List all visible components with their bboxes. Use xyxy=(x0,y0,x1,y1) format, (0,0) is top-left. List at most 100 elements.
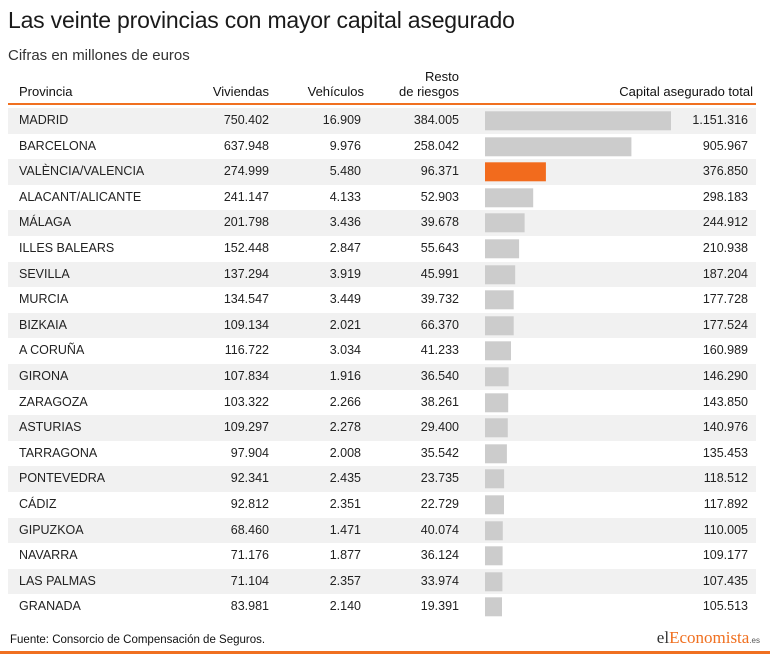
cell-viviendas: 92.341 xyxy=(230,471,269,486)
cell-total: 1.151.316 xyxy=(692,113,748,127)
footer-rule xyxy=(0,651,770,654)
cell-vehiculos: 2.140 xyxy=(329,599,361,614)
cell-provincia: VALÈNCIA/VALENCIA xyxy=(19,164,145,179)
table-header: Provincia Viviendas Vehículos Resto de r… xyxy=(8,69,756,105)
cell-vehiculos: 3.436 xyxy=(329,215,361,230)
bar-track xyxy=(485,469,505,489)
cell-provincia: GIPUZKOA xyxy=(19,522,84,537)
table-row: TARRAGONA 97.904 2.008 35.542 135.453 xyxy=(8,441,756,467)
header-vehiculos: Vehículos xyxy=(307,84,364,99)
table-row: ILLES BALEARS 152.448 2.847 55.643 210.938 xyxy=(8,236,756,262)
bar-total-11 xyxy=(485,392,509,412)
bar-total-9 xyxy=(485,341,511,361)
cell-provincia: ASTURIAS xyxy=(19,420,82,435)
cell-viviendas: 201.798 xyxy=(223,215,269,230)
header-provincia: Provincia xyxy=(19,84,73,99)
cell-total: 117.892 xyxy=(703,496,748,511)
cell-provincia: ZARAGOZA xyxy=(19,394,88,409)
table-row: VALÈNCIA/VALENCIA 274.999 5.480 96.371 376.8… xyxy=(8,159,756,185)
cell-total: 210.938 xyxy=(702,240,748,255)
cell-vehiculos: 1.471 xyxy=(329,522,361,537)
cell-resto: 384.005 xyxy=(413,113,459,127)
chart-title: Las veinte provincias con mayor capital … xyxy=(8,7,515,33)
cell-provincia: LAS PALMAS xyxy=(19,573,96,588)
cell-resto: 45.991 xyxy=(420,266,459,281)
bar-total-7 xyxy=(485,290,514,310)
cell-viviendas: 109.134 xyxy=(223,317,269,332)
table-row: BIZKAIA 109.134 2.021 66.370 177.524 xyxy=(8,312,756,339)
cell-total: 905.967 xyxy=(702,138,748,153)
bar-total-18 xyxy=(485,571,503,591)
cell-vehiculos: 2.266 xyxy=(329,394,361,409)
table-row: BARCELONA 637.948 9.976 258.042 905.967 xyxy=(8,134,756,160)
bar-track xyxy=(485,444,507,464)
bar-track xyxy=(485,597,502,617)
bar-total-10 xyxy=(485,367,509,387)
bar-total-3 xyxy=(485,188,534,208)
cell-viviendas: 71.176 xyxy=(230,548,269,563)
cell-vehiculos: 2.278 xyxy=(329,420,361,435)
cell-provincia: PONTEVEDRA xyxy=(19,471,106,486)
cell-vehiculos: 2.021 xyxy=(329,317,361,332)
cell-viviendas: 241.147 xyxy=(223,189,269,204)
bar-total-0 xyxy=(485,111,671,131)
cell-vehiculos: 2.357 xyxy=(329,573,361,588)
cell-resto: 38.261 xyxy=(420,394,459,409)
cell-total: 376.850 xyxy=(702,164,748,179)
cell-vehiculos: 4.133 xyxy=(329,189,361,204)
cell-provincia: MÁLAGA xyxy=(19,215,72,230)
cell-resto: 23.735 xyxy=(420,471,459,486)
cell-vehiculos: 16.909 xyxy=(322,113,361,127)
cell-viviendas: 137.294 xyxy=(223,266,269,281)
cell-provincia: CÁDIZ xyxy=(19,496,57,511)
cell-total: 118.512 xyxy=(703,471,748,486)
cell-viviendas: 68.460 xyxy=(230,522,269,537)
cell-total: 187.204 xyxy=(702,266,748,281)
cell-resto: 22.729 xyxy=(420,496,459,511)
cell-resto: 39.678 xyxy=(420,215,459,230)
cell-resto: 39.732 xyxy=(420,292,459,307)
cell-vehiculos: 9.976 xyxy=(329,138,361,153)
bar-track xyxy=(485,264,516,284)
cell-viviendas: 134.547 xyxy=(223,292,269,307)
cell-resto: 55.643 xyxy=(420,240,459,255)
cell-resto: 52.903 xyxy=(420,189,459,204)
bar-track xyxy=(485,571,503,591)
cell-viviendas: 637.948 xyxy=(223,138,269,153)
bar-track xyxy=(485,239,520,259)
cell-total: 135.453 xyxy=(702,445,748,460)
bar-track xyxy=(485,188,534,208)
header-resto: Resto de riesgos xyxy=(399,69,459,99)
table-row: CÁDIZ 92.812 2.351 22.729 117.892 xyxy=(8,492,756,518)
cell-vehiculos: 2.847 xyxy=(329,240,361,255)
cell-resto: 33.974 xyxy=(420,573,459,588)
cell-total: 244.912 xyxy=(702,215,748,230)
cell-provincia: BARCELONA xyxy=(19,138,97,153)
cell-total: 177.728 xyxy=(702,292,748,307)
header-viviendas: Viviendas xyxy=(212,84,269,99)
table-row: GRANADA 83.981 2.140 19.391 105.513 xyxy=(8,594,756,620)
header-total: Capital asegurado total xyxy=(619,84,753,99)
bar-track xyxy=(485,546,503,566)
bar-total-5 xyxy=(485,239,520,259)
table-row: LAS PALMAS 71.104 2.357 33.974 107.435 xyxy=(8,568,756,595)
cell-total: 143.850 xyxy=(702,394,748,409)
bar-total-4 xyxy=(485,213,525,233)
cell-resto: 258.042 xyxy=(413,138,459,153)
source-note: Fuente: Consorcio de Compensación de Seg… xyxy=(10,634,266,646)
cell-vehiculos: 5.480 xyxy=(329,164,361,179)
cell-viviendas: 107.834 xyxy=(223,368,269,383)
logo-part1: el xyxy=(656,628,670,647)
table-row: A CORUÑA 116.722 3.034 41.233 160.989 xyxy=(8,338,756,364)
cell-resto: 36.124 xyxy=(420,548,459,563)
table-row: ASTURIAS 109.297 2.278 29.400 140.976 xyxy=(8,415,756,441)
bar-track xyxy=(485,367,509,387)
cell-vehiculos: 2.435 xyxy=(329,471,361,486)
cell-total: 107.435 xyxy=(702,573,748,588)
bar-total-8 xyxy=(485,316,514,336)
bar-track xyxy=(485,213,525,233)
header-resto-line2: de riesgos xyxy=(399,84,459,99)
bar-track xyxy=(485,111,671,131)
cell-viviendas: 116.722 xyxy=(224,343,269,358)
table-row: MADRID 750.402 16.909 384.005 1.151.316 xyxy=(8,108,756,134)
